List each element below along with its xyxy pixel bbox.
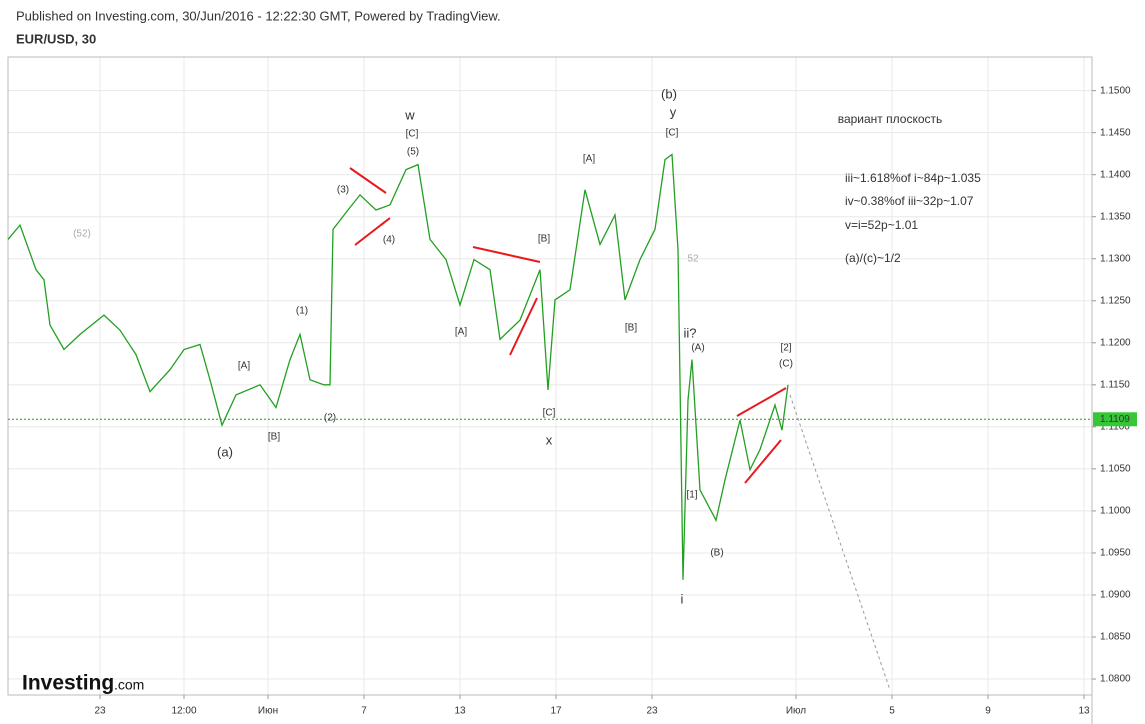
symbol: EUR/USD, 30 <box>16 31 96 46</box>
x-tick-label: Июн <box>258 706 278 717</box>
wave-label: (52) <box>73 229 91 240</box>
wave-label: (a) <box>217 444 233 459</box>
wave-lines <box>349 167 787 484</box>
wave-label: (B) <box>710 548 723 559</box>
note: v=i=52p~1.01 <box>845 218 918 232</box>
wave-label: (1) <box>296 306 308 317</box>
x-tick-label: 17 <box>550 706 562 717</box>
x-tick-label: 12:00 <box>171 706 196 717</box>
x-tick-label: 9 <box>985 706 991 717</box>
y-tick-label: 1.1050 <box>1100 464 1131 475</box>
x-tick-label: 7 <box>361 706 367 717</box>
logo-suffix: .com <box>114 677 144 693</box>
wave-label: i <box>681 591 684 606</box>
wave-label: (b) <box>661 86 677 101</box>
wave-label: [C] <box>666 128 679 139</box>
projection-line <box>789 394 891 691</box>
wave-label: 52 <box>687 254 699 265</box>
wave-label: (2) <box>324 413 336 424</box>
wave-label: [1] <box>686 490 697 501</box>
x-tick-label: 23 <box>646 706 658 717</box>
note: вариант плоскость <box>838 112 943 126</box>
y-tick-label: 1.1250 <box>1100 295 1131 306</box>
plot-frame <box>7 56 1093 696</box>
note: iii~1.618%of i~84p~1.035 <box>845 171 981 185</box>
x-tick-label: 13 <box>454 706 466 717</box>
wave-label: (A) <box>691 343 704 354</box>
y-tick-label: 1.0850 <box>1100 632 1131 643</box>
note: iv~0.38%of iii~32p~1.07 <box>845 194 974 208</box>
y-tick-label: 1.1500 <box>1100 85 1131 96</box>
y-tick-label: 1.1100 <box>1100 421 1130 432</box>
wave-label: (4) <box>383 235 395 246</box>
wave-label: x <box>546 432 553 447</box>
wave-label: (5) <box>407 147 419 158</box>
y-tick-label: 1.1400 <box>1100 169 1131 180</box>
wave-label: [2] <box>780 343 791 354</box>
wave-label: w <box>404 107 415 122</box>
wave-label: [A] <box>238 361 250 372</box>
y-tick-label: 1.1450 <box>1100 127 1131 138</box>
y-tick-label: 1.1350 <box>1100 211 1131 222</box>
y-tick-label: 1.1150 <box>1100 379 1130 390</box>
x-tick-label: 5 <box>889 706 895 717</box>
wave-label: [A] <box>455 327 467 338</box>
note: (a)/(c)~1/2 <box>845 251 901 265</box>
wave-label: [B] <box>625 323 637 334</box>
x-tick-label: 13 <box>1078 706 1090 717</box>
x-tick-label: Июл <box>786 706 806 717</box>
y-tick-label: 1.0900 <box>1100 590 1131 601</box>
wave-label: [A] <box>583 154 595 165</box>
wave-label: ii? <box>683 325 696 340</box>
y-tick-label: 1.1300 <box>1100 253 1131 264</box>
wave-label: (3) <box>337 185 349 196</box>
wave-label: [C] <box>543 408 556 419</box>
last-price-label: 1.1109 <box>1100 414 1130 425</box>
wave-label: [C] <box>406 129 419 140</box>
wave-label: (C) <box>779 359 793 370</box>
price-line <box>7 153 789 580</box>
y-tick-label: 1.0800 <box>1100 674 1131 685</box>
x-tick-label: 23 <box>94 706 106 717</box>
last-price-box <box>1093 412 1137 427</box>
y-tick-label: 1.1200 <box>1100 337 1131 348</box>
published-note: Published on Investing.com, 30/Jun/2016 … <box>16 8 501 23</box>
wave-label: y <box>670 104 677 119</box>
y-tick-label: 1.1000 <box>1100 506 1131 517</box>
wave-label: [B] <box>268 432 280 443</box>
wave-label: [B] <box>538 234 550 245</box>
logo-brand: Investing <box>22 672 114 695</box>
y-tick-label: 1.0950 <box>1100 548 1131 559</box>
